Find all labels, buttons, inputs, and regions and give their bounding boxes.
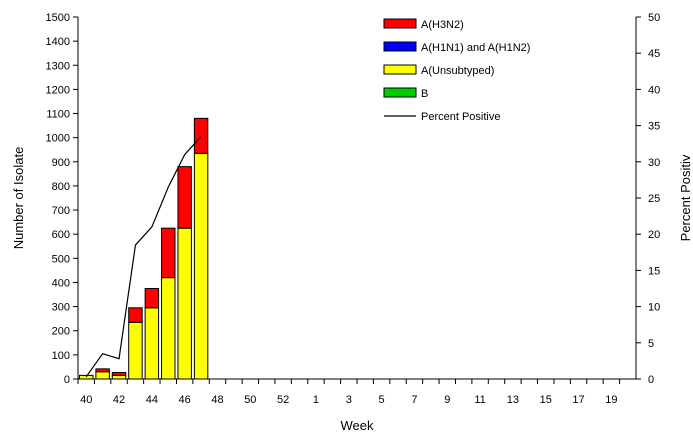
y-tick-label-600: 600 [52, 229, 70, 241]
y2-tick-label-15: 15 [648, 265, 660, 277]
y2-tick-label-50: 50 [648, 12, 660, 24]
y2-tick-label-25: 25 [648, 193, 660, 205]
y2-tick-label-5: 5 [648, 338, 654, 350]
x-tick-label-9: 9 [444, 394, 450, 406]
legend-swatch-b [383, 87, 417, 98]
axes-layer: 0100200300400500600700800900100011001200… [46, 12, 661, 406]
x-tick-label-48: 48 [211, 394, 223, 406]
x-tick-label-11: 11 [474, 394, 485, 406]
legend-label-a-unsubtyped-: A(Unsubtyped) [421, 65, 494, 77]
bar-a-h3n2--week-41 [95, 368, 110, 373]
y2-tick-label-40: 40 [648, 84, 660, 96]
bar-a-h3n2--week-46 [177, 166, 192, 229]
bar-a-unsubtyped--week-41 [95, 371, 110, 380]
bar-a-unsubtyped--week-47 [193, 152, 209, 380]
y-tick-label-300: 300 [52, 302, 70, 314]
x-tick-label-46: 46 [179, 394, 191, 406]
y-tick-label-1200: 1200 [46, 84, 70, 96]
x-tick-label-44: 44 [146, 394, 158, 406]
bar-a-unsubtyped--week-42 [111, 374, 127, 380]
bars-layer [78, 117, 209, 380]
y-tick-label-1500: 1500 [46, 12, 70, 24]
bar-a-unsubtyped--week-45 [161, 277, 176, 380]
x-tick-label-5: 5 [379, 394, 385, 406]
x-tick-label-7: 7 [411, 394, 417, 406]
x-tick-label-40: 40 [80, 394, 92, 406]
y2-axis-title: Percent Positiv [678, 154, 693, 241]
y2-tick-label-30: 30 [648, 157, 660, 169]
y-tick-label-800: 800 [52, 181, 70, 193]
y-tick-label-500: 500 [52, 253, 70, 265]
legend-label-a-h1n1-and-a-h1n2-: A(H1N1) and A(H1N2) [421, 42, 530, 54]
y2-tick-label-45: 45 [648, 48, 660, 60]
y-tick-label-900: 900 [52, 157, 70, 169]
y-tick-label-1100: 1100 [46, 109, 70, 121]
x-tick-label-17: 17 [572, 394, 584, 406]
x-tick-label-1: 1 [313, 394, 319, 406]
legend-label-b: B [421, 88, 428, 100]
y-tick-label-400: 400 [52, 277, 70, 289]
y-tick-label-200: 200 [52, 326, 70, 338]
x-axis-title: Week [341, 418, 374, 433]
y2-tick-label-35: 35 [648, 121, 660, 133]
bar-a-h3n2--week-44 [144, 288, 160, 309]
y-tick-label-1000: 1000 [46, 133, 70, 145]
x-tick-label-52: 52 [277, 394, 289, 406]
y-tick-label-1400: 1400 [46, 36, 70, 48]
x-tick-label-19: 19 [605, 394, 617, 406]
bar-a-h3n2--week-45 [161, 227, 176, 279]
y2-tick-label-20: 20 [648, 229, 660, 241]
y-tick-label-1300: 1300 [46, 60, 70, 72]
legend: A(H3N2) A(H1N1) and A(H1N2) A(Unsubtyped) B… [383, 18, 530, 123]
legend-swatch-a-h1n1-and-a-h1n2- [383, 41, 417, 52]
y-tick-label-700: 700 [52, 205, 70, 217]
bar-a-unsubtyped--week-44 [144, 307, 160, 380]
legend-swatch-a-h3n2- [383, 18, 417, 29]
y2-tick-label-10: 10 [648, 302, 660, 314]
bar-a-h3n2--week-43 [128, 307, 143, 323]
bar-a-unsubtyped--week-46 [177, 227, 192, 380]
bar-a-h3n2--week-42 [111, 371, 127, 376]
bar-a-unsubtyped--week-43 [128, 321, 143, 380]
percent-line-layer [85, 136, 202, 378]
y2-tick-label-0: 0 [648, 374, 654, 386]
x-tick-label-3: 3 [346, 394, 352, 406]
percent-positive-line [85, 136, 202, 378]
x-tick-label-15: 15 [540, 394, 552, 406]
x-tick-label-13: 13 [507, 394, 519, 406]
y-tick-label-100: 100 [52, 350, 70, 362]
y-axis-title: Number of Isolate [11, 147, 26, 250]
x-tick-label-50: 50 [244, 394, 256, 406]
legend-label-percent-positive: Percent Positive [421, 111, 500, 123]
x-tick-label-42: 42 [113, 394, 125, 406]
y-tick-label-0: 0 [64, 374, 70, 386]
legend-swatch-a-unsubtyped- [383, 64, 417, 75]
bar-a-h3n2--week-47 [193, 117, 209, 154]
legend-label-a-h3n2-: A(H3N2) [421, 19, 464, 31]
